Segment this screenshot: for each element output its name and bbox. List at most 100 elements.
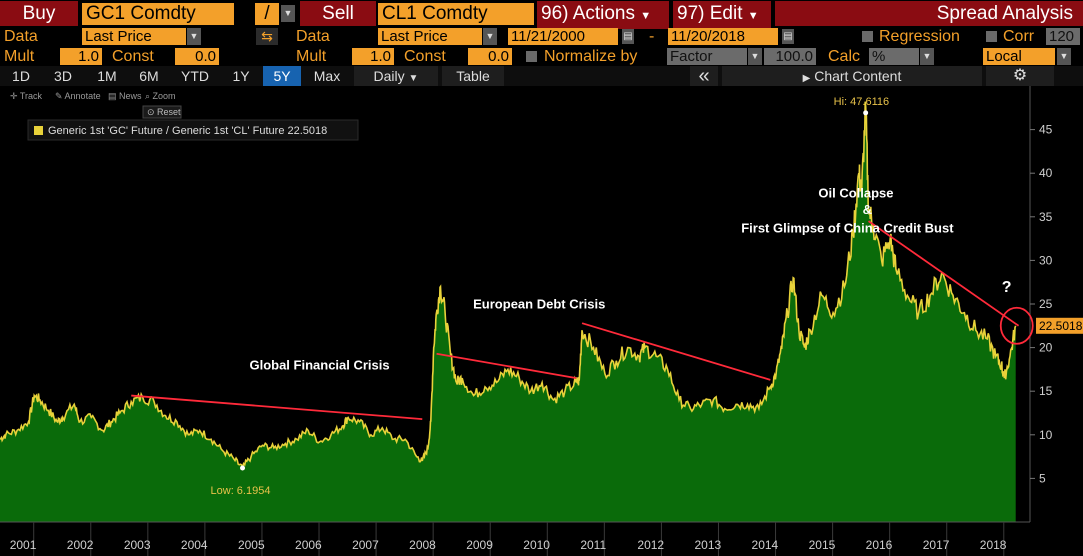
chart-tools: ✛ Track ✎ Annotate ▤ News ⌕ Zoom ⊙ Reset bbox=[10, 91, 182, 119]
legend-entry: Generic 1st 'GC' Future / Generic 1st 'C… bbox=[48, 125, 327, 137]
tab-max[interactable]: Max bbox=[313, 68, 341, 84]
y-tick-label-25: 25 bbox=[1039, 297, 1053, 311]
operator-dropdown-icon[interactable]: ▼ bbox=[281, 5, 295, 22]
last-value-tag bbox=[1036, 317, 1083, 334]
x-tick-label-2005: 2005 bbox=[238, 538, 265, 552]
legend: Generic 1st 'GC' Future / Generic 1st 'C… bbox=[27, 119, 359, 141]
operator-select[interactable]: / bbox=[255, 3, 279, 25]
zoom-label: Zoom bbox=[153, 91, 176, 101]
x-tick-label-2015: 2015 bbox=[809, 538, 836, 552]
tab-ytd[interactable]: YTD bbox=[181, 68, 209, 84]
y-tick-label-35: 35 bbox=[1039, 210, 1053, 224]
chart-content-label: Chart Content bbox=[814, 68, 902, 84]
x-tick-label-2018: 2018 bbox=[980, 538, 1007, 552]
regression-checkbox[interactable] bbox=[862, 31, 873, 42]
annotation-layer: 22.5018? Hi: 47.6116 Low: 6.1954 Global Fin… bbox=[211, 96, 1083, 497]
x-tick-label-2012: 2012 bbox=[637, 538, 664, 552]
field-select-2[interactable]: Last Price bbox=[378, 28, 482, 45]
swap-icon[interactable]: ⇆ bbox=[256, 28, 278, 45]
actions-menu[interactable]: 96) Actions ▼ bbox=[537, 1, 669, 29]
frequency-label: Daily bbox=[373, 68, 405, 84]
y-tick-label-20: 20 bbox=[1039, 341, 1053, 355]
reset-text: Reset bbox=[157, 107, 181, 117]
frequency-chevron-icon: ▼ bbox=[408, 73, 419, 84]
end-calendar-icon[interactable]: ▤ bbox=[782, 29, 794, 44]
field-select-1[interactable]: Last Price bbox=[82, 28, 186, 45]
calc-dropdown-icon[interactable]: ▼ bbox=[920, 48, 934, 65]
high-point bbox=[863, 110, 869, 116]
field-dropdown-icon-1[interactable]: ▼ bbox=[187, 28, 201, 45]
table-button[interactable]: Table bbox=[442, 66, 504, 86]
question-mark: ? bbox=[1002, 279, 1012, 296]
sell-label: Sell bbox=[300, 1, 376, 26]
tab-3d[interactable]: 3D bbox=[54, 68, 72, 84]
mult-input-1[interactable]: 1.0 bbox=[60, 48, 102, 65]
sell-ticker-input[interactable]: CL1 Comdty bbox=[378, 3, 534, 25]
normalize-checkbox[interactable] bbox=[526, 51, 537, 62]
const-input-2[interactable]: 0.0 bbox=[468, 48, 512, 65]
regression-label: Regression bbox=[879, 28, 960, 45]
end-date-input[interactable]: 11/20/2018 bbox=[668, 28, 778, 45]
news-tool[interactable]: ▤ News bbox=[108, 91, 142, 101]
data-row: Data Last Price ▼ ⇆ Data Last Price ▼ 11… bbox=[0, 27, 1083, 46]
annotation-5: First Glimpse of China Credit Bust bbox=[741, 220, 954, 235]
collapse-icon[interactable]: « bbox=[690, 66, 718, 86]
reset-button[interactable] bbox=[142, 105, 182, 119]
start-calendar-icon[interactable]: ▤ bbox=[622, 29, 634, 44]
x-tick-label-2004: 2004 bbox=[181, 538, 208, 552]
x-tick-label-2001: 2001 bbox=[10, 538, 37, 552]
mult-input-2[interactable]: 1.0 bbox=[352, 48, 394, 65]
tab-6m[interactable]: 6M bbox=[139, 68, 159, 84]
buy-ticker-input[interactable]: GC1 Comdty bbox=[82, 3, 234, 25]
factor-select[interactable]: Factor bbox=[667, 48, 747, 65]
factor-value-input[interactable]: 100.0 bbox=[764, 48, 816, 65]
field-dropdown-icon-2[interactable]: ▼ bbox=[483, 28, 497, 45]
chart-content-button[interactable]: ▶ Chart Content bbox=[722, 66, 982, 86]
reset-icon: ⊙ bbox=[147, 107, 157, 117]
track-tool[interactable]: ✛ Track bbox=[10, 91, 43, 101]
annotation-4: & bbox=[863, 202, 872, 217]
trendline-3 bbox=[581, 322, 771, 381]
tab-5y[interactable]: 5Y bbox=[263, 66, 301, 86]
x-tick-label-2008: 2008 bbox=[409, 538, 436, 552]
low-label: Low: 6.1954 bbox=[211, 485, 271, 497]
spread-chart[interactable]: 5 10 15 20 25 30 35 40 45 2001 2002 2003 2004 2005 200… bbox=[0, 86, 1083, 556]
tab-1m[interactable]: 1M bbox=[97, 68, 117, 84]
corr-checkbox[interactable] bbox=[986, 31, 997, 42]
calc-select[interactable]: % bbox=[869, 48, 919, 65]
corr-label: Corr bbox=[1003, 28, 1035, 45]
data-label-1: Data bbox=[4, 28, 38, 45]
actions-chevron-icon: ▼ bbox=[640, 10, 652, 22]
tab-1d[interactable]: 1D bbox=[12, 68, 30, 84]
annotation-2: European Debt Crisis bbox=[473, 296, 605, 311]
x-tick-label-2002: 2002 bbox=[67, 538, 94, 552]
edit-menu[interactable]: 97) Edit ▼ bbox=[673, 1, 771, 29]
highlight-circle bbox=[999, 306, 1034, 345]
calc-label: Calc bbox=[828, 48, 861, 65]
chart-content-arrow-icon: ▶ bbox=[802, 73, 811, 84]
zoom-tool[interactable]: ⌕ Zoom bbox=[145, 91, 176, 101]
zoom-icon: ⌕ bbox=[145, 91, 153, 101]
top-toolbar: Buy GC1 Comdty / ▼ Sell CL1 Comdty 96) A… bbox=[0, 0, 1083, 29]
const-input-1[interactable]: 0.0 bbox=[175, 48, 219, 65]
currency-select[interactable]: Local bbox=[983, 48, 1055, 65]
factor-dropdown-icon[interactable]: ▼ bbox=[748, 48, 762, 65]
x-axis-band bbox=[0, 522, 1083, 556]
currency-dropdown-icon[interactable]: ▼ bbox=[1057, 48, 1071, 65]
start-date-input[interactable]: 11/21/2000 bbox=[508, 28, 618, 45]
mult-label-1: Mult bbox=[4, 48, 35, 65]
x-tick-label-2016: 2016 bbox=[866, 538, 893, 552]
gear-icon[interactable]: ⚙ bbox=[986, 66, 1054, 86]
trendline-4 bbox=[867, 220, 1020, 327]
y-tick-label-15: 15 bbox=[1039, 384, 1053, 398]
annotate-tool[interactable]: ✎ Annotate bbox=[55, 91, 101, 101]
x-tick-label-2003: 2003 bbox=[124, 538, 151, 552]
tab-1y[interactable]: 1Y bbox=[232, 68, 250, 84]
corr-window-input[interactable]: 120 bbox=[1046, 28, 1080, 45]
annotate-icon: ✎ bbox=[55, 91, 65, 101]
frequency-select[interactable]: Daily ▼ bbox=[354, 66, 438, 86]
mult-row: Mult 1.0 Const 0.0 Mult 1.0 Const 0.0 No… bbox=[0, 46, 1083, 66]
high-label: Hi: 47.6116 bbox=[834, 96, 889, 108]
date-separator: - bbox=[649, 28, 655, 45]
x-tick-label-2017: 2017 bbox=[923, 538, 950, 552]
